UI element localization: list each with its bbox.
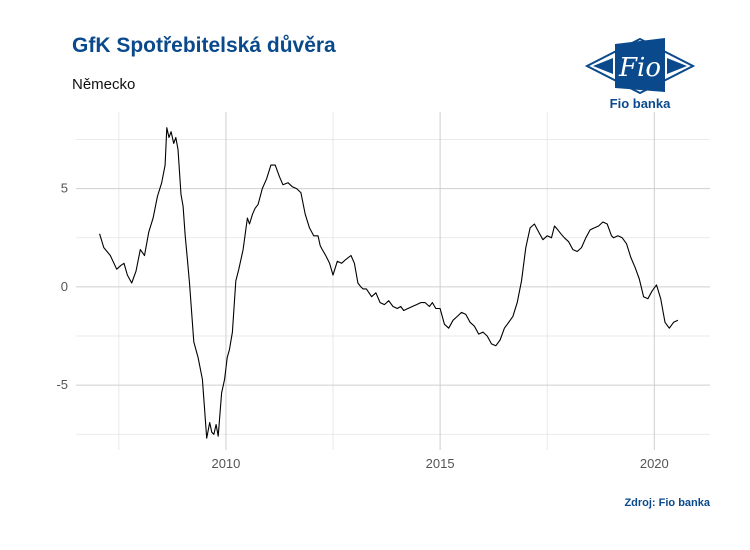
chart-title: GfK Spotřebitelská důvěra: [72, 34, 336, 57]
x-axis-ticks: 2010 2015 2020: [211, 456, 668, 471]
y-axis-ticks: -5 0 5: [56, 181, 68, 393]
grid-major: [76, 112, 710, 450]
logo-mark-text: Fio: [618, 53, 661, 83]
series-line: [99, 127, 679, 439]
logo-flag: [615, 38, 665, 92]
logo-left-arrow: [593, 58, 613, 74]
grid-minor: [76, 112, 710, 450]
fio-logo: Fio Fio banka: [584, 36, 696, 116]
y-tick-label: 5: [61, 181, 68, 196]
y-tick-label: -5: [56, 377, 68, 392]
x-tick-label: 2020: [640, 456, 669, 471]
x-tick-label: 2015: [426, 456, 455, 471]
fio-logo-mark: Fio: [584, 37, 696, 95]
x-tick-label: 2010: [211, 456, 240, 471]
logo-right-arrow: [667, 58, 687, 74]
y-tick-label: 0: [61, 279, 68, 294]
source-note: Zdroj: Fio banka: [624, 497, 710, 509]
chart-subtitle: Německo: [72, 76, 136, 93]
logo-text: Fio banka: [609, 96, 671, 111]
